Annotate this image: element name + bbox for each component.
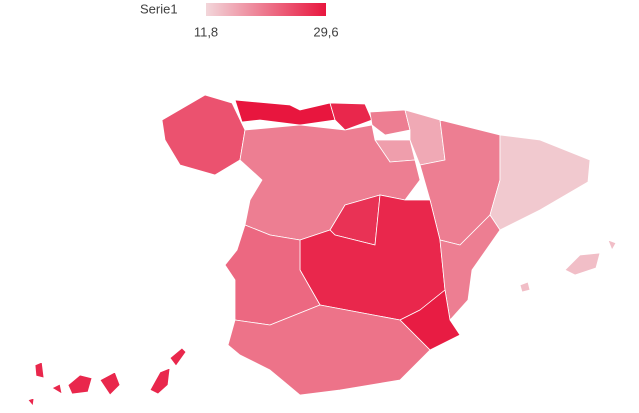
legend-min-label: 11,8 [194, 24, 218, 39]
region [439, 214, 501, 321]
regions [27, 94, 617, 407]
region [489, 134, 591, 231]
region [227, 304, 431, 396]
legend-gradient [206, 3, 326, 16]
region [369, 109, 411, 136]
region [161, 94, 246, 176]
legend-title: Serie1 [140, 1, 178, 16]
region [27, 347, 187, 407]
region [234, 99, 336, 126]
region [329, 102, 373, 131]
region [519, 239, 617, 293]
legend-max-label: 29,6 [313, 24, 338, 39]
